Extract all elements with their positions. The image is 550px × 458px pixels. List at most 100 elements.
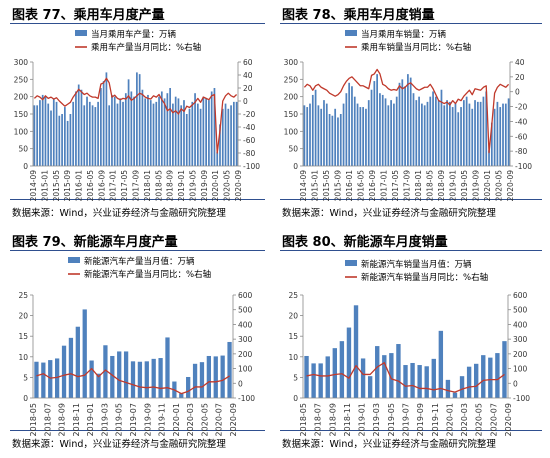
y-tick-label: 10	[288, 353, 298, 362]
bar	[339, 114, 342, 166]
bar	[488, 150, 490, 166]
bar	[75, 91, 77, 166]
y-tick-label: 50	[288, 145, 298, 154]
x-tick-label: 2019-09	[416, 403, 425, 436]
x-tick-label: 2017-05	[391, 170, 400, 202]
bar	[192, 363, 198, 398]
x-tick-label: 2016-09	[368, 170, 377, 202]
bar	[89, 360, 94, 398]
bar	[96, 373, 101, 398]
bar	[389, 353, 394, 398]
x-tick-label: 2015-05	[52, 170, 61, 202]
x-tick-label: 2017-05	[120, 170, 129, 202]
bar	[165, 337, 170, 398]
bar	[384, 98, 387, 166]
series-line	[33, 77, 238, 154]
bar	[94, 107, 97, 166]
bar	[147, 94, 149, 166]
y2-tick-label: 400	[513, 320, 528, 329]
bar	[318, 363, 323, 398]
bar	[435, 96, 437, 166]
x-tick-label: 2018-07	[314, 403, 323, 436]
x-tick-label: 2020-03	[186, 403, 195, 436]
bar	[346, 327, 352, 398]
bar	[504, 103, 507, 166]
bar	[183, 100, 185, 166]
bar	[210, 91, 213, 166]
bar	[97, 101, 99, 166]
bar	[39, 100, 41, 166]
bar	[82, 309, 87, 398]
x-tick-label: 2018-01	[414, 170, 423, 202]
x-tick-label: 2019-11	[158, 403, 167, 436]
bar	[488, 357, 493, 398]
bar	[454, 103, 457, 166]
x-tick-label: 2020-05	[200, 403, 209, 436]
bar	[390, 100, 392, 166]
bar	[311, 94, 314, 166]
bar	[66, 120, 69, 166]
bar	[395, 96, 398, 166]
bar	[86, 96, 88, 166]
bar	[502, 103, 504, 166]
bar	[83, 105, 86, 166]
x-tick-label: 2016-01	[345, 170, 354, 202]
y2-tick-label: 20	[515, 73, 525, 82]
bar	[136, 72, 138, 166]
bar	[122, 101, 124, 166]
bar	[446, 100, 448, 166]
bar	[220, 355, 225, 398]
bar	[149, 100, 152, 166]
y2-tick-label: -100	[515, 162, 532, 171]
bar	[404, 86, 406, 166]
bar	[180, 105, 183, 166]
panel-3-title: 图表 79、新能源车月度产量	[12, 235, 178, 250]
bar	[304, 355, 309, 398]
bar	[213, 88, 216, 166]
y-tick-label: 25	[18, 291, 28, 300]
bar	[309, 103, 311, 166]
series-line	[36, 367, 230, 395]
bar	[41, 362, 46, 398]
bar	[172, 103, 174, 166]
bar	[365, 108, 367, 166]
bar	[63, 107, 66, 166]
bar	[174, 96, 177, 166]
bar	[196, 103, 199, 166]
x-tick-label: 2015-01	[311, 170, 320, 202]
y2-tick-label: -60	[515, 132, 527, 141]
y2-tick-label: 0	[238, 379, 243, 388]
x-tick-label: 2015-01	[40, 170, 49, 202]
bar	[339, 341, 345, 398]
bar	[412, 93, 415, 166]
bar	[55, 101, 58, 166]
bar	[191, 101, 194, 166]
bar	[381, 94, 384, 166]
bar	[188, 108, 191, 166]
x-tick-label: 2017-09	[403, 170, 412, 202]
bar	[356, 103, 359, 166]
bar	[351, 86, 353, 166]
x-tick-label: 2015-09	[63, 170, 72, 202]
bar	[485, 91, 488, 166]
y-tick-label: 15	[288, 332, 298, 341]
y2-tick-label: -40	[243, 123, 255, 132]
y2-tick-label: 300	[238, 335, 253, 344]
panel-2-bottom-rule	[280, 199, 542, 200]
legend-line-label: 新能源汽车产量当月同比：%右轴	[84, 269, 211, 280]
bar	[213, 356, 218, 398]
legend-bar-label: 当月乘用车产量：万辆	[91, 29, 177, 40]
panel-3-source: 数据来源：Wind，兴业证券经济与金融研究院整理	[12, 439, 226, 450]
x-tick-label: 2019-05	[460, 170, 469, 202]
bar	[479, 101, 482, 166]
x-tick-label: 2020-01	[211, 170, 220, 202]
bar	[334, 108, 337, 166]
x-tick-label: 2020-03	[460, 403, 469, 436]
panel-1-bottom-rule	[10, 199, 265, 200]
bar	[72, 101, 75, 166]
bar	[423, 105, 426, 166]
x-tick-label: 2016-01	[75, 170, 84, 202]
